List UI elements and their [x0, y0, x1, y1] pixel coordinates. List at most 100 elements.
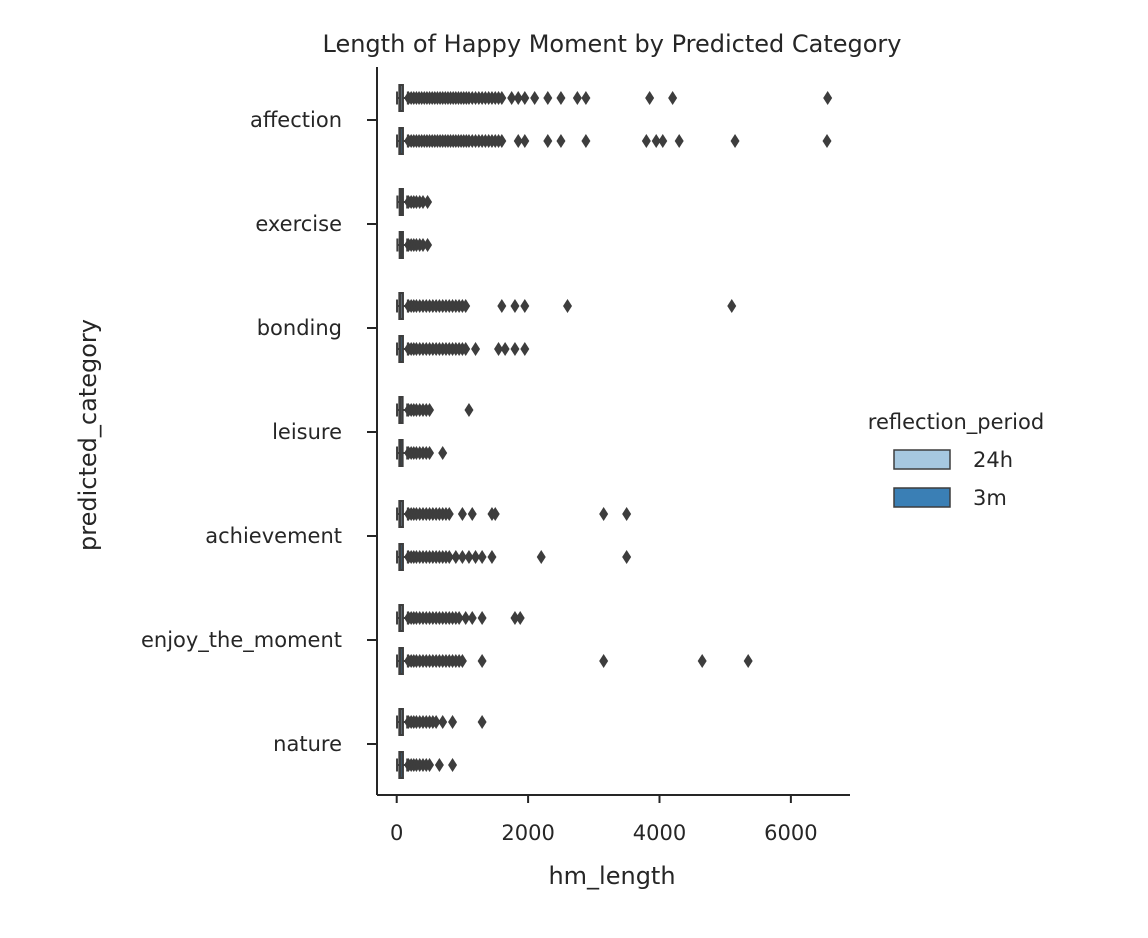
outlier-point: [487, 550, 497, 564]
outlier-point: [599, 654, 609, 668]
box-nature-3m: [396, 751, 458, 779]
outlier-point: [727, 299, 737, 313]
outlier-point: [438, 446, 448, 460]
box-enjoy_the_moment-24h: [396, 604, 525, 632]
outlier-point: [467, 611, 477, 625]
outlier-point: [471, 550, 481, 564]
y-tick-label: leisure: [272, 420, 342, 444]
outlier-point: [477, 715, 487, 729]
outlier-point: [464, 550, 474, 564]
outlier-point: [581, 134, 591, 148]
outlier-point: [497, 299, 507, 313]
outlier-point: [581, 91, 591, 105]
x-tick-label: 4000: [633, 821, 686, 845]
outlier-point: [444, 550, 454, 564]
outlier-point: [641, 134, 651, 148]
outlier-point: [457, 550, 467, 564]
outlier-point: [418, 195, 428, 209]
box-achievement-24h: [396, 500, 632, 528]
outlier-point: [461, 611, 471, 625]
outlier-point: [622, 550, 632, 564]
y-tick-label: achievement: [205, 524, 342, 548]
legend: reflection_period 24h 3m: [868, 410, 1044, 510]
outlier-point: [674, 134, 684, 148]
outlier-point: [507, 91, 517, 105]
plot-area: [396, 84, 833, 779]
axes: 0 2000 4000 6000 affection exercise bonding lei…: [141, 67, 850, 845]
outlier-point: [461, 342, 471, 356]
outlier-point: [823, 91, 833, 105]
outlier-point: [494, 342, 504, 356]
outlier-point: [543, 134, 553, 148]
outlier-point: [510, 611, 520, 625]
x-axis-label: hm_length: [548, 862, 675, 890]
outlier-point: [651, 134, 661, 148]
outlier-point: [697, 654, 707, 668]
outlier-point: [513, 134, 523, 148]
outlier-point: [423, 195, 433, 209]
x-tick-label: 6000: [764, 821, 817, 845]
outlier-point: [543, 91, 553, 105]
box-affection-3m: [396, 127, 832, 155]
outlier-point: [556, 134, 566, 148]
box-leisure-3m: [396, 439, 448, 467]
outlier-point: [520, 134, 530, 148]
outlier-point: [730, 134, 740, 148]
outlier-point: [645, 91, 655, 105]
outlier-point: [425, 403, 435, 417]
outlier-point: [444, 507, 454, 521]
box-nature-24h: [396, 708, 487, 736]
y-axis-label: predicted_category: [74, 319, 102, 551]
outlier-point: [520, 91, 530, 105]
outlier-point: [520, 299, 530, 313]
outlier-point: [448, 758, 458, 772]
outlier-point: [622, 507, 632, 521]
legend-swatch-24h: [893, 449, 951, 470]
legend-label-24h: 24h: [973, 448, 1013, 472]
outlier-point: [563, 299, 573, 313]
y-tick-label: enjoy_the_moment: [141, 628, 342, 653]
outlier-point: [490, 507, 500, 521]
outlier-point: [448, 715, 458, 729]
outlier-point: [658, 134, 668, 148]
outlier-point: [500, 342, 510, 356]
outlier-point: [497, 91, 507, 105]
y-tick-label: exercise: [255, 212, 342, 236]
chart-title: Length of Happy Moment by Predicted Cate…: [323, 30, 902, 58]
outlier-point: [464, 403, 474, 417]
box-bonding-3m: [396, 335, 530, 363]
outlier-point: [471, 342, 481, 356]
outlier-point: [461, 299, 471, 313]
x-tick-label: 2000: [501, 821, 554, 845]
series-24h: [396, 84, 833, 736]
outlier-point: [497, 134, 507, 148]
outlier-point: [425, 446, 435, 460]
box-achievement-3m: [396, 543, 632, 571]
outlier-point: [510, 342, 520, 356]
outlier-point: [556, 91, 566, 105]
outlier-point: [743, 654, 753, 668]
outlier-point: [822, 134, 832, 148]
outlier-point: [572, 91, 582, 105]
legend-label-3m: 3m: [973, 486, 1007, 510]
box-affection-24h: [396, 84, 833, 112]
outlier-point: [477, 550, 487, 564]
outlier-point: [520, 342, 530, 356]
outlier-point: [457, 507, 467, 521]
outlier-point: [515, 611, 525, 625]
outlier-point: [457, 654, 467, 668]
legend-swatch-3m: [893, 487, 951, 508]
outlier-point: [467, 507, 477, 521]
outlier-point: [431, 715, 441, 729]
box-leisure-24h: [396, 396, 474, 424]
outlier-point: [451, 550, 461, 564]
x-tick-label: 0: [390, 821, 403, 845]
outlier-point: [418, 238, 428, 252]
y-tick-label: nature: [273, 732, 342, 756]
box-exercise-24h: [396, 188, 433, 216]
legend-title: reflection_period: [868, 410, 1044, 435]
outlier-point: [434, 758, 444, 772]
outlier-point: [477, 654, 487, 668]
outlier-point: [477, 611, 487, 625]
outlier-point: [599, 507, 609, 521]
